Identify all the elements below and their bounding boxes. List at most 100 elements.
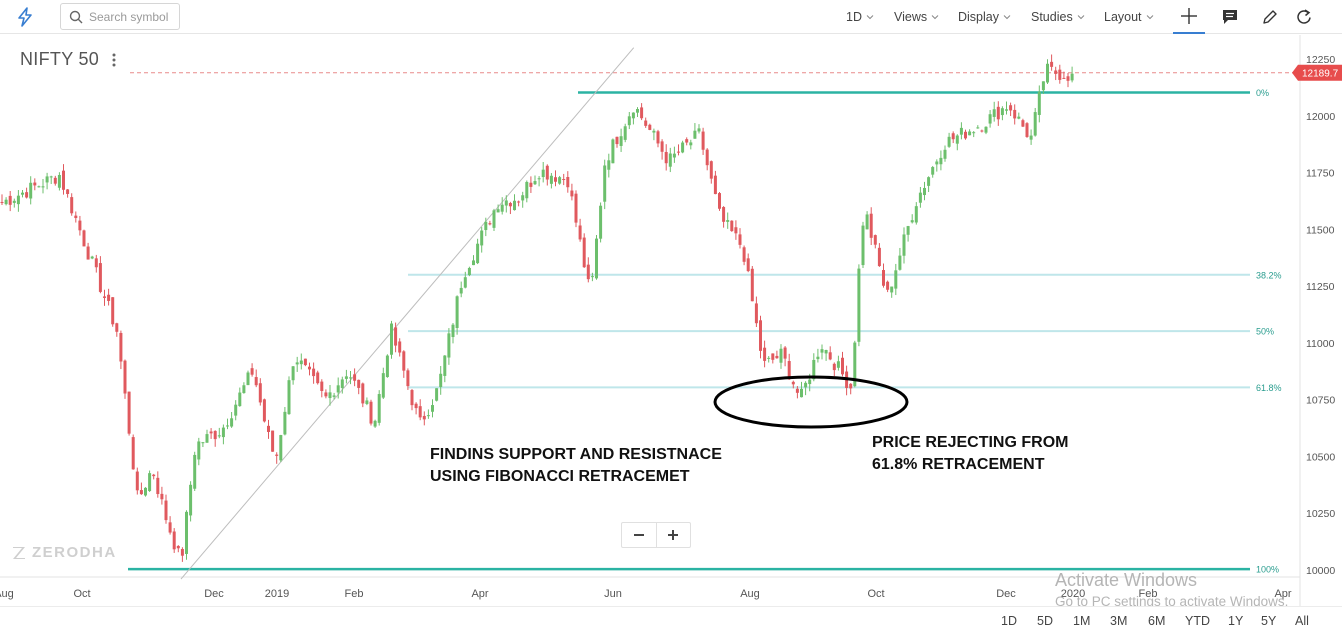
fib-level-label: 61.8% bbox=[1256, 383, 1282, 393]
candle-body bbox=[652, 130, 656, 133]
candle-body bbox=[185, 511, 188, 554]
candle-body bbox=[607, 160, 611, 170]
candle-body bbox=[681, 142, 685, 153]
candle-body bbox=[320, 381, 324, 391]
candle-body bbox=[1017, 116, 1021, 119]
layout-menu[interactable]: Layout bbox=[1104, 0, 1154, 34]
zoom-in-button[interactable] bbox=[655, 523, 691, 547]
candle-body bbox=[754, 303, 758, 324]
search-input[interactable] bbox=[89, 9, 175, 24]
candle-body bbox=[431, 405, 434, 412]
candle-body bbox=[640, 107, 644, 119]
candle-body bbox=[603, 165, 607, 202]
candle-body bbox=[402, 351, 406, 371]
candle-body bbox=[734, 227, 738, 234]
candle-body bbox=[824, 349, 828, 354]
candle-body bbox=[664, 151, 668, 164]
interval-dropdown[interactable]: 1D bbox=[846, 0, 874, 34]
candle-body bbox=[1062, 77, 1066, 79]
candle-body bbox=[1037, 91, 1041, 115]
candle-body bbox=[525, 181, 529, 199]
candle-body bbox=[570, 190, 574, 197]
candle-body bbox=[1029, 135, 1033, 140]
range-1y-button[interactable]: 1Y bbox=[1228, 614, 1244, 628]
range-6m-button[interactable]: 6M bbox=[1148, 614, 1166, 628]
candle-body bbox=[927, 177, 931, 186]
range-5d-button[interactable]: 5D bbox=[1037, 614, 1053, 628]
candle-body bbox=[74, 215, 78, 219]
candle-body bbox=[29, 182, 33, 199]
candle-body bbox=[467, 267, 471, 276]
candle-body bbox=[873, 235, 877, 245]
candle-body bbox=[459, 287, 463, 294]
range-5y-button[interactable]: 5Y bbox=[1261, 614, 1277, 628]
top-toolbar: 1D Views Display Studies Layout bbox=[0, 0, 1342, 34]
candle-body bbox=[869, 213, 873, 238]
candle-body bbox=[250, 368, 254, 375]
candle-body bbox=[451, 324, 455, 338]
candle-body bbox=[574, 193, 578, 223]
candle-body bbox=[164, 500, 168, 521]
zoom-out-button[interactable] bbox=[622, 523, 656, 547]
studies-menu[interactable]: Studies bbox=[1031, 0, 1085, 34]
candle-body bbox=[82, 230, 86, 247]
x-tick-label: Oct bbox=[73, 588, 90, 600]
annotation-left-line1: FINDINS SUPPORT AND RESISTNACE bbox=[430, 446, 722, 463]
candle-body bbox=[480, 230, 484, 246]
candle-body bbox=[8, 195, 12, 205]
candle-body bbox=[381, 373, 385, 398]
views-menu[interactable]: Views bbox=[894, 0, 939, 34]
range-1d-button[interactable]: 1D bbox=[1001, 614, 1017, 628]
candle-body bbox=[49, 176, 53, 178]
candle-body bbox=[246, 372, 250, 386]
candle-body bbox=[406, 370, 410, 387]
candle-body bbox=[693, 130, 697, 139]
candle-body bbox=[767, 357, 771, 359]
display-menu[interactable]: Display bbox=[958, 0, 1011, 34]
crosshair-button[interactable] bbox=[1173, 0, 1205, 34]
candle-body bbox=[144, 487, 147, 496]
candle-body bbox=[201, 442, 205, 444]
range-all-button[interactable]: All bbox=[1295, 614, 1309, 628]
candle-body bbox=[718, 193, 721, 209]
zoom-controls bbox=[621, 522, 691, 548]
reset-button[interactable] bbox=[1288, 0, 1320, 34]
candle-body bbox=[115, 323, 119, 332]
candle-body bbox=[62, 170, 65, 190]
candle-body bbox=[656, 131, 660, 144]
comment-icon bbox=[1223, 10, 1237, 24]
x-tick-label: Aug bbox=[740, 588, 760, 600]
y-tick-label: 12250 bbox=[1306, 54, 1335, 66]
candle-body bbox=[484, 221, 488, 231]
candle-body bbox=[213, 430, 217, 440]
kite-logo-icon[interactable] bbox=[14, 6, 36, 28]
candle-body bbox=[131, 437, 135, 470]
candle-body bbox=[722, 207, 726, 222]
range-ytd-button[interactable]: YTD bbox=[1185, 614, 1210, 628]
candle-body bbox=[951, 133, 955, 140]
search-icon bbox=[69, 10, 83, 23]
comment-button[interactable] bbox=[1214, 0, 1246, 34]
range-1m-button[interactable]: 1M bbox=[1073, 614, 1091, 628]
candle-body bbox=[627, 116, 631, 126]
x-tick-label: Oct bbox=[867, 588, 884, 600]
activation-title: Activate Windows bbox=[1055, 570, 1198, 590]
candle-body bbox=[668, 153, 672, 167]
candle-body bbox=[980, 130, 984, 132]
minus-icon bbox=[633, 534, 644, 536]
chart-area[interactable]: 10000 10250 10500 10750 11000 11250 11500 11750… bbox=[0, 35, 1342, 606]
symbol-search[interactable] bbox=[60, 3, 180, 30]
more-options-icon[interactable] bbox=[108, 51, 120, 69]
candle-body bbox=[545, 165, 549, 180]
candle-body bbox=[984, 126, 988, 133]
range-3m-button[interactable]: 3M bbox=[1110, 614, 1128, 628]
draw-button[interactable] bbox=[1254, 0, 1286, 34]
annotation-left: FINDINS SUPPORT AND RESISTNACE USING FIB… bbox=[430, 444, 722, 488]
candle-body bbox=[443, 355, 447, 376]
candle-body bbox=[1070, 73, 1074, 81]
candle-body bbox=[353, 374, 357, 381]
price-chart[interactable]: 10000 10250 10500 10750 11000 11250 11500 11750… bbox=[0, 35, 1342, 606]
candle-body bbox=[882, 270, 885, 286]
candle-body bbox=[549, 175, 553, 184]
refresh-icon bbox=[1297, 9, 1311, 24]
